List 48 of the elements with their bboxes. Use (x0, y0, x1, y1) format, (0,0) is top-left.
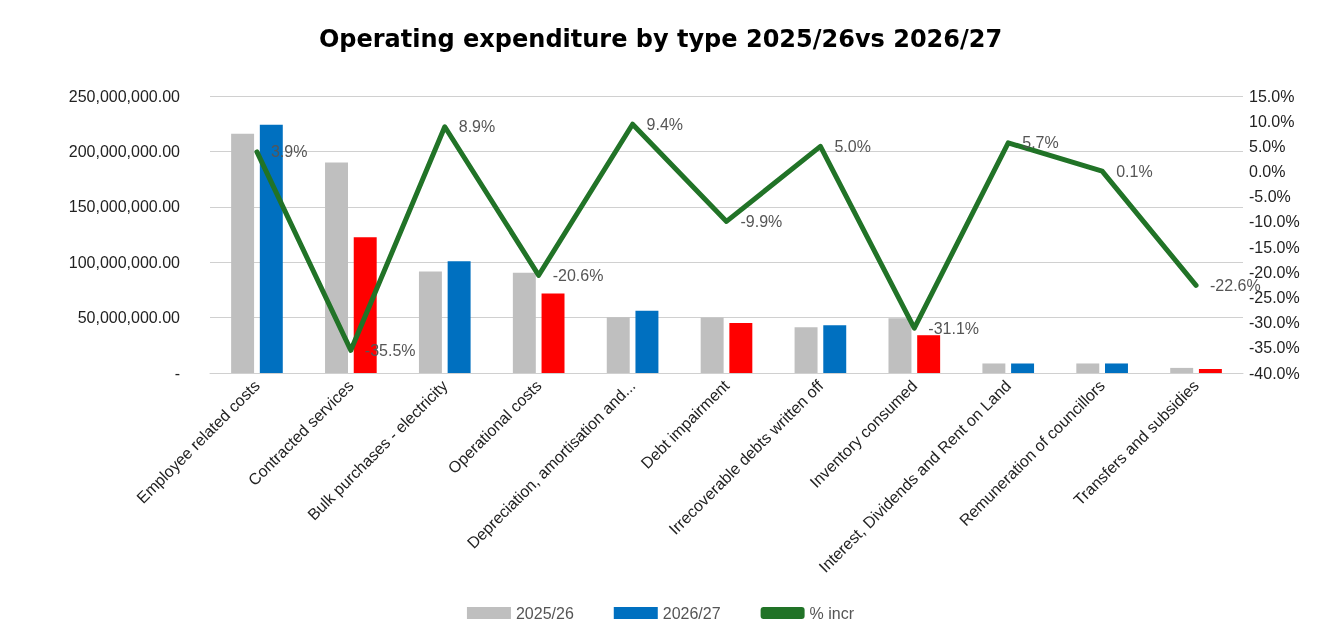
y2-tick-label: 15.0% (1249, 87, 1295, 105)
y2-tick-label: -30.0% (1249, 314, 1300, 332)
data-label: 9.4% (646, 115, 684, 133)
data-label: 5.0% (834, 137, 871, 155)
data-label: -31.1% (928, 319, 980, 337)
y-tick-label: 100,000,000.00 (68, 253, 181, 271)
y2-tick-label: -5.0% (1249, 188, 1291, 206)
bar (1076, 363, 1100, 373)
bar (888, 318, 912, 373)
chart-title: Operating expenditure by type 2025/26vs 2026/27 (318, 25, 1003, 53)
bar (418, 271, 442, 373)
y-tick-label: 150,000,000.00 (68, 198, 181, 216)
data-label: 0.1% (1116, 162, 1153, 180)
legend-label: % incr (809, 604, 855, 622)
y-tick-label: 200,000,000.00 (68, 142, 181, 160)
y2-tick-label: -35.0% (1249, 339, 1300, 357)
bar (325, 162, 348, 373)
legend-label: 2026/27 (662, 604, 721, 622)
y2-tick-label: 10.0% (1249, 112, 1295, 130)
data-label: 8.9% (458, 118, 496, 136)
y-tick-label: 250,000,000.00 (68, 87, 181, 105)
bar (1170, 367, 1194, 373)
y2-tick-label: -40.0% (1249, 364, 1300, 382)
data-label: -20.6% (552, 266, 604, 284)
legend-label: 2025/26 (515, 604, 574, 622)
bar (917, 335, 941, 373)
data-label: 5.7% (1022, 134, 1059, 152)
y2-tick-label: -10.0% (1249, 213, 1300, 231)
y-tick-label: - (174, 364, 180, 382)
bar (700, 317, 724, 373)
y2-tick-label: -15.0% (1249, 238, 1300, 256)
y-tick-label: 50,000,000.00 (77, 309, 181, 327)
y2-tick-label: 0.0% (1249, 163, 1286, 181)
bar (231, 133, 255, 373)
bar (1105, 363, 1128, 373)
data-label: -9.9% (740, 212, 783, 230)
y2-tick-label: 5.0% (1249, 137, 1286, 155)
bar (1011, 363, 1035, 373)
bar (635, 310, 659, 373)
bar (1198, 369, 1222, 373)
bar (606, 317, 630, 373)
bar (512, 272, 536, 373)
bar (729, 322, 753, 373)
bar (982, 363, 1006, 373)
bar (447, 261, 471, 373)
bar (541, 293, 565, 373)
bar (794, 327, 818, 373)
bar (823, 325, 847, 373)
